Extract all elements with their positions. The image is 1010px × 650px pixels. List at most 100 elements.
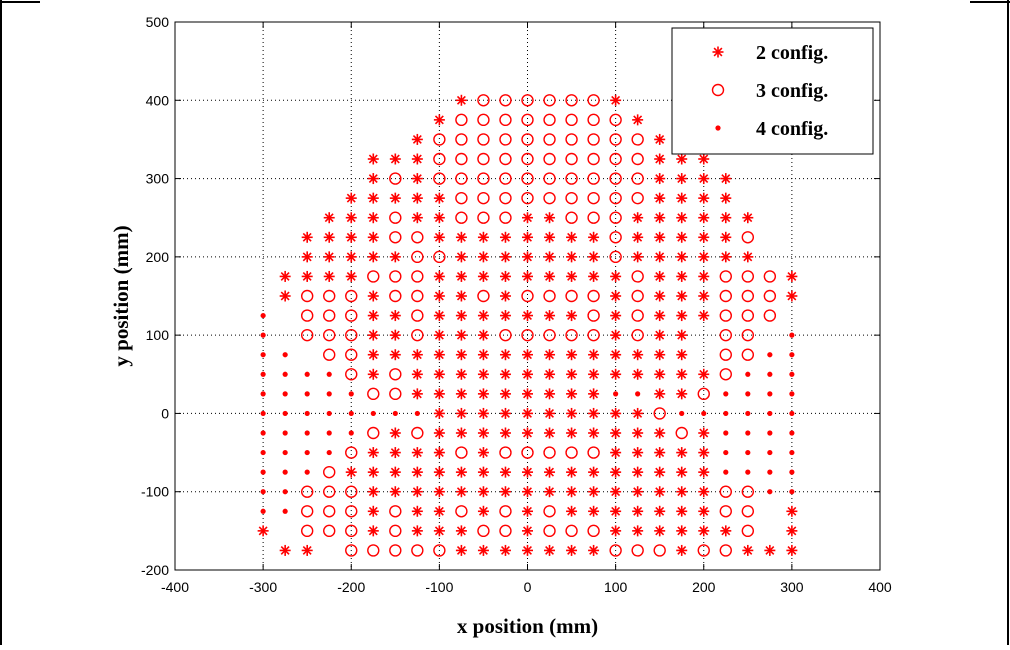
data-point-dot	[745, 469, 751, 475]
data-point-asterisk	[566, 427, 578, 439]
data-point-asterisk	[676, 251, 688, 263]
data-point-asterisk	[367, 525, 379, 537]
data-point-asterisk	[301, 544, 313, 556]
data-point-circle	[345, 368, 358, 381]
data-point-dot	[414, 410, 420, 417]
data-point-circle	[345, 446, 358, 459]
data-point-circle	[389, 544, 402, 557]
data-point-asterisk	[610, 466, 622, 478]
data-point-circle	[609, 172, 622, 185]
data-point-asterisk	[411, 368, 423, 380]
data-point-circle	[631, 270, 644, 283]
data-point-asterisk	[588, 231, 600, 243]
data-point-dot	[767, 352, 773, 358]
data-point-circle	[323, 485, 336, 498]
data-point-circle	[719, 328, 732, 342]
data-point-asterisk	[676, 290, 688, 302]
data-point-asterisk	[698, 290, 710, 302]
data-point-asterisk	[367, 310, 379, 322]
data-point-asterisk	[610, 290, 622, 302]
data-point-asterisk	[345, 251, 357, 263]
data-point-asterisk	[654, 447, 666, 459]
data-point-asterisk	[522, 251, 533, 263]
data-point-asterisk	[477, 466, 489, 478]
data-point-circle	[477, 524, 490, 538]
x-tick-label: -100	[425, 579, 453, 595]
data-point-asterisk	[632, 231, 644, 243]
data-point-asterisk	[676, 368, 688, 380]
data-point-dot	[282, 371, 288, 377]
data-point-asterisk	[698, 153, 710, 165]
data-point-circle	[433, 152, 446, 166]
data-point-asterisk	[720, 251, 732, 263]
data-point-asterisk	[367, 153, 379, 165]
data-point-dot	[789, 430, 795, 436]
data-point-dot	[723, 430, 729, 436]
data-point-dot	[326, 391, 332, 397]
data-point-circle	[587, 152, 600, 166]
data-point-asterisk	[455, 427, 467, 439]
data-point-circle	[367, 387, 380, 401]
data-point-asterisk	[544, 368, 556, 380]
data-point-asterisk	[477, 505, 489, 517]
data-point-asterisk	[654, 270, 666, 282]
data-point-asterisk	[632, 505, 644, 517]
data-point-circle	[565, 328, 578, 342]
data-point-asterisk	[389, 486, 401, 498]
y-tick-label: -200	[141, 562, 169, 578]
data-point-asterisk	[433, 114, 445, 126]
data-point-asterisk	[654, 290, 666, 302]
data-point-dot	[348, 430, 354, 436]
data-point-dot	[789, 391, 795, 397]
data-point-circle	[587, 172, 600, 185]
data-point-asterisk	[632, 427, 644, 439]
data-point-asterisk	[345, 192, 357, 204]
legend-label: 4 config.	[756, 118, 828, 140]
data-point-asterisk	[654, 192, 666, 204]
data-point-asterisk	[433, 525, 445, 537]
data-point-asterisk	[455, 407, 467, 419]
data-point-asterisk	[522, 212, 533, 224]
data-point-asterisk	[433, 212, 445, 224]
data-point-asterisk	[499, 251, 511, 263]
data-point-dot	[260, 489, 266, 495]
data-point-asterisk	[632, 349, 644, 361]
data-point-circle	[543, 172, 556, 185]
data-point-asterisk	[786, 525, 798, 537]
data-point-asterisk	[566, 466, 578, 478]
data-point-circle	[741, 270, 755, 283]
data-point-asterisk	[566, 388, 578, 400]
data-point-dot	[304, 430, 310, 436]
data-point-circle	[323, 465, 336, 479]
data-point-asterisk	[477, 388, 489, 400]
data-point-asterisk	[455, 486, 467, 498]
data-point-circle	[609, 152, 622, 166]
data-point-asterisk	[786, 544, 798, 556]
data-point-asterisk	[544, 388, 556, 400]
data-point-circle	[389, 289, 402, 303]
legend-marker-asterisk	[712, 46, 724, 58]
data-point-asterisk	[279, 270, 291, 282]
data-point-circle	[455, 446, 468, 459]
data-point-asterisk	[632, 368, 644, 380]
data-point-circle	[323, 348, 336, 361]
data-point-asterisk	[389, 349, 401, 361]
data-point-asterisk	[367, 212, 379, 224]
data-point-asterisk	[654, 388, 666, 400]
data-point-asterisk	[654, 505, 666, 517]
data-point-dot	[745, 371, 751, 377]
data-point-circle	[300, 485, 314, 498]
data-point-asterisk	[522, 466, 533, 478]
data-point-circle	[477, 191, 490, 205]
data-point-asterisk	[455, 310, 467, 322]
data-point-asterisk	[499, 349, 511, 361]
data-point-circle	[587, 94, 600, 107]
data-point-asterisk	[411, 173, 423, 185]
data-point-asterisk	[742, 544, 754, 556]
data-point-circle	[631, 172, 644, 185]
data-point-circle	[565, 172, 578, 185]
data-point-circle	[631, 328, 644, 342]
data-point-circle	[543, 289, 556, 303]
data-point-circle	[543, 113, 556, 127]
data-point-asterisk	[610, 525, 622, 537]
